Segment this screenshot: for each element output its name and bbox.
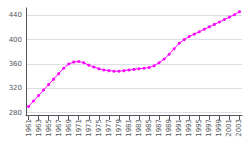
svg-text:360: 360 bbox=[9, 60, 22, 68]
svg-text:1999: 1999 bbox=[215, 119, 223, 137]
svg-text:1961: 1961 bbox=[25, 119, 33, 137]
svg-text:1981: 1981 bbox=[125, 119, 133, 137]
svg-text:400: 400 bbox=[9, 36, 22, 44]
svg-text:1973: 1973 bbox=[85, 119, 93, 137]
svg-text:1985: 1985 bbox=[145, 119, 153, 137]
svg-text:1989: 1989 bbox=[165, 119, 173, 137]
svg-text:1963: 1963 bbox=[35, 119, 43, 137]
svg-text:1995: 1995 bbox=[195, 119, 203, 137]
svg-text:280: 280 bbox=[9, 109, 22, 117]
svg-text:1993: 1993 bbox=[185, 119, 193, 137]
svg-text:1987: 1987 bbox=[155, 119, 163, 137]
svg-text:1965: 1965 bbox=[45, 119, 53, 137]
svg-text:440: 440 bbox=[9, 11, 22, 19]
svg-text:1967: 1967 bbox=[55, 119, 63, 137]
svg-text:1997: 1997 bbox=[205, 119, 213, 137]
svg-text:2003: 2003 bbox=[235, 119, 243, 137]
svg-text:1969: 1969 bbox=[65, 119, 73, 137]
svg-text:1977: 1977 bbox=[105, 119, 113, 137]
svg-text:1975: 1975 bbox=[95, 119, 103, 137]
svg-text:1971: 1971 bbox=[75, 119, 83, 137]
svg-text:1983: 1983 bbox=[135, 119, 143, 137]
svg-text:320: 320 bbox=[9, 84, 22, 92]
svg-text:2001: 2001 bbox=[225, 119, 233, 137]
svg-text:1991: 1991 bbox=[175, 119, 183, 137]
svg-text:1979: 1979 bbox=[115, 119, 123, 137]
